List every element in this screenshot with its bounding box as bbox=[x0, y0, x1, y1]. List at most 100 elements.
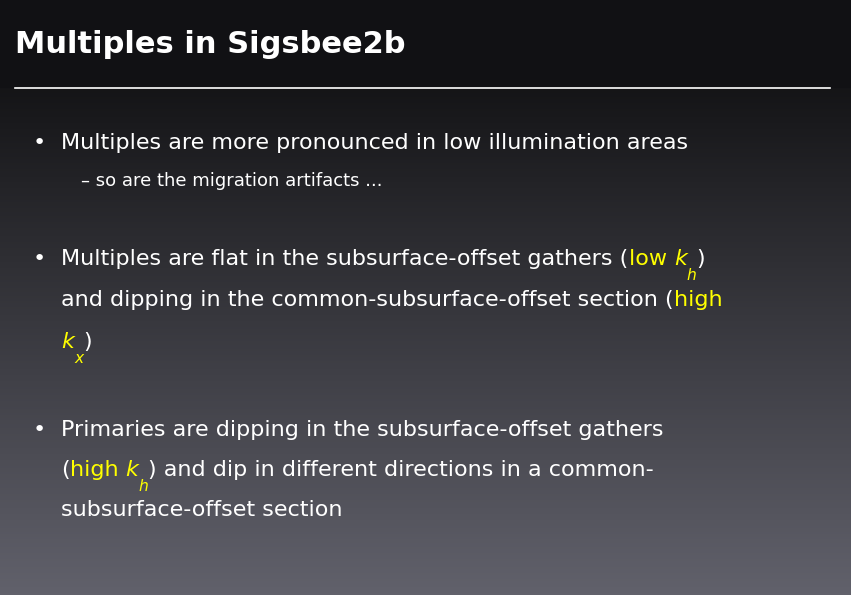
Bar bbox=[0, 409, 851, 411]
Bar bbox=[0, 184, 851, 186]
Bar bbox=[0, 189, 851, 190]
Text: k: k bbox=[674, 249, 687, 269]
Bar bbox=[0, 254, 851, 256]
Bar bbox=[0, 528, 851, 530]
Text: subsurface-offset section: subsurface-offset section bbox=[61, 500, 343, 520]
Bar bbox=[0, 587, 851, 589]
Bar bbox=[0, 218, 851, 220]
Bar bbox=[0, 369, 851, 371]
Bar bbox=[0, 498, 851, 500]
Bar bbox=[0, 214, 851, 216]
Bar bbox=[0, 446, 851, 448]
Bar bbox=[0, 192, 851, 195]
Bar bbox=[0, 264, 851, 266]
Bar bbox=[0, 543, 851, 546]
Bar bbox=[0, 450, 851, 452]
Bar bbox=[0, 549, 851, 552]
Bar bbox=[0, 575, 851, 577]
Bar bbox=[0, 567, 851, 569]
Bar bbox=[0, 321, 851, 323]
Bar bbox=[0, 530, 851, 531]
FancyBboxPatch shape bbox=[0, 0, 851, 88]
Bar bbox=[0, 115, 851, 117]
Bar bbox=[0, 452, 851, 454]
Text: ): ) bbox=[696, 249, 705, 269]
Bar bbox=[0, 87, 851, 89]
Bar bbox=[0, 299, 851, 302]
Bar bbox=[0, 151, 851, 153]
Bar bbox=[0, 411, 851, 412]
Bar bbox=[0, 244, 851, 246]
Bar bbox=[0, 22, 851, 24]
Bar bbox=[0, 516, 851, 518]
Bar bbox=[0, 302, 851, 303]
Bar bbox=[0, 190, 851, 192]
Bar bbox=[0, 20, 851, 22]
Bar bbox=[0, 482, 851, 484]
Bar bbox=[0, 341, 851, 343]
Bar bbox=[0, 536, 851, 537]
Bar bbox=[0, 165, 851, 167]
Bar bbox=[0, 474, 851, 476]
Bar bbox=[0, 10, 851, 12]
Bar bbox=[0, 202, 851, 204]
Bar bbox=[0, 406, 851, 409]
Bar bbox=[0, 236, 851, 238]
Bar bbox=[0, 105, 851, 107]
Bar bbox=[0, 331, 851, 333]
Bar bbox=[0, 303, 851, 305]
Bar bbox=[0, 71, 851, 73]
Text: •: • bbox=[32, 249, 46, 269]
Bar bbox=[0, 198, 851, 201]
Bar bbox=[0, 540, 851, 541]
Bar bbox=[0, 525, 851, 528]
Bar bbox=[0, 569, 851, 571]
Bar bbox=[0, 323, 851, 325]
Bar bbox=[0, 484, 851, 486]
Bar bbox=[0, 405, 851, 406]
Text: •: • bbox=[32, 133, 46, 153]
Bar bbox=[0, 335, 851, 337]
Bar bbox=[0, 377, 851, 379]
Bar bbox=[0, 36, 851, 37]
Bar bbox=[0, 79, 851, 82]
Bar bbox=[0, 262, 851, 264]
Bar bbox=[0, 320, 851, 321]
Bar bbox=[0, 510, 851, 512]
Bar bbox=[0, 270, 851, 272]
Bar bbox=[0, 14, 851, 16]
Bar bbox=[0, 428, 851, 430]
Bar bbox=[0, 403, 851, 405]
Bar bbox=[0, 173, 851, 174]
Bar bbox=[0, 139, 851, 141]
Bar bbox=[0, 365, 851, 367]
Bar bbox=[0, 349, 851, 351]
Bar bbox=[0, 385, 851, 387]
Bar bbox=[0, 478, 851, 480]
Bar bbox=[0, 351, 851, 353]
Bar bbox=[0, 458, 851, 460]
Bar bbox=[0, 60, 851, 61]
Bar bbox=[0, 99, 851, 101]
Bar bbox=[0, 434, 851, 436]
Bar bbox=[0, 147, 851, 149]
Bar bbox=[0, 561, 851, 563]
Bar bbox=[0, 93, 851, 95]
Bar bbox=[0, 24, 851, 26]
Bar bbox=[0, 32, 851, 34]
Bar bbox=[0, 26, 851, 28]
Bar bbox=[0, 248, 851, 250]
Bar bbox=[0, 470, 851, 472]
Bar bbox=[0, 201, 851, 202]
Bar bbox=[0, 387, 851, 389]
Bar bbox=[0, 34, 851, 36]
Bar bbox=[0, 504, 851, 506]
Text: Primaries are dipping in the subsurface-offset gathers: Primaries are dipping in the subsurface-… bbox=[61, 419, 664, 440]
Bar bbox=[0, 95, 851, 97]
Bar bbox=[0, 333, 851, 335]
Bar bbox=[0, 397, 851, 399]
Text: high: high bbox=[70, 460, 126, 480]
Bar bbox=[0, 113, 851, 115]
Bar bbox=[0, 16, 851, 18]
Text: h: h bbox=[687, 268, 696, 283]
